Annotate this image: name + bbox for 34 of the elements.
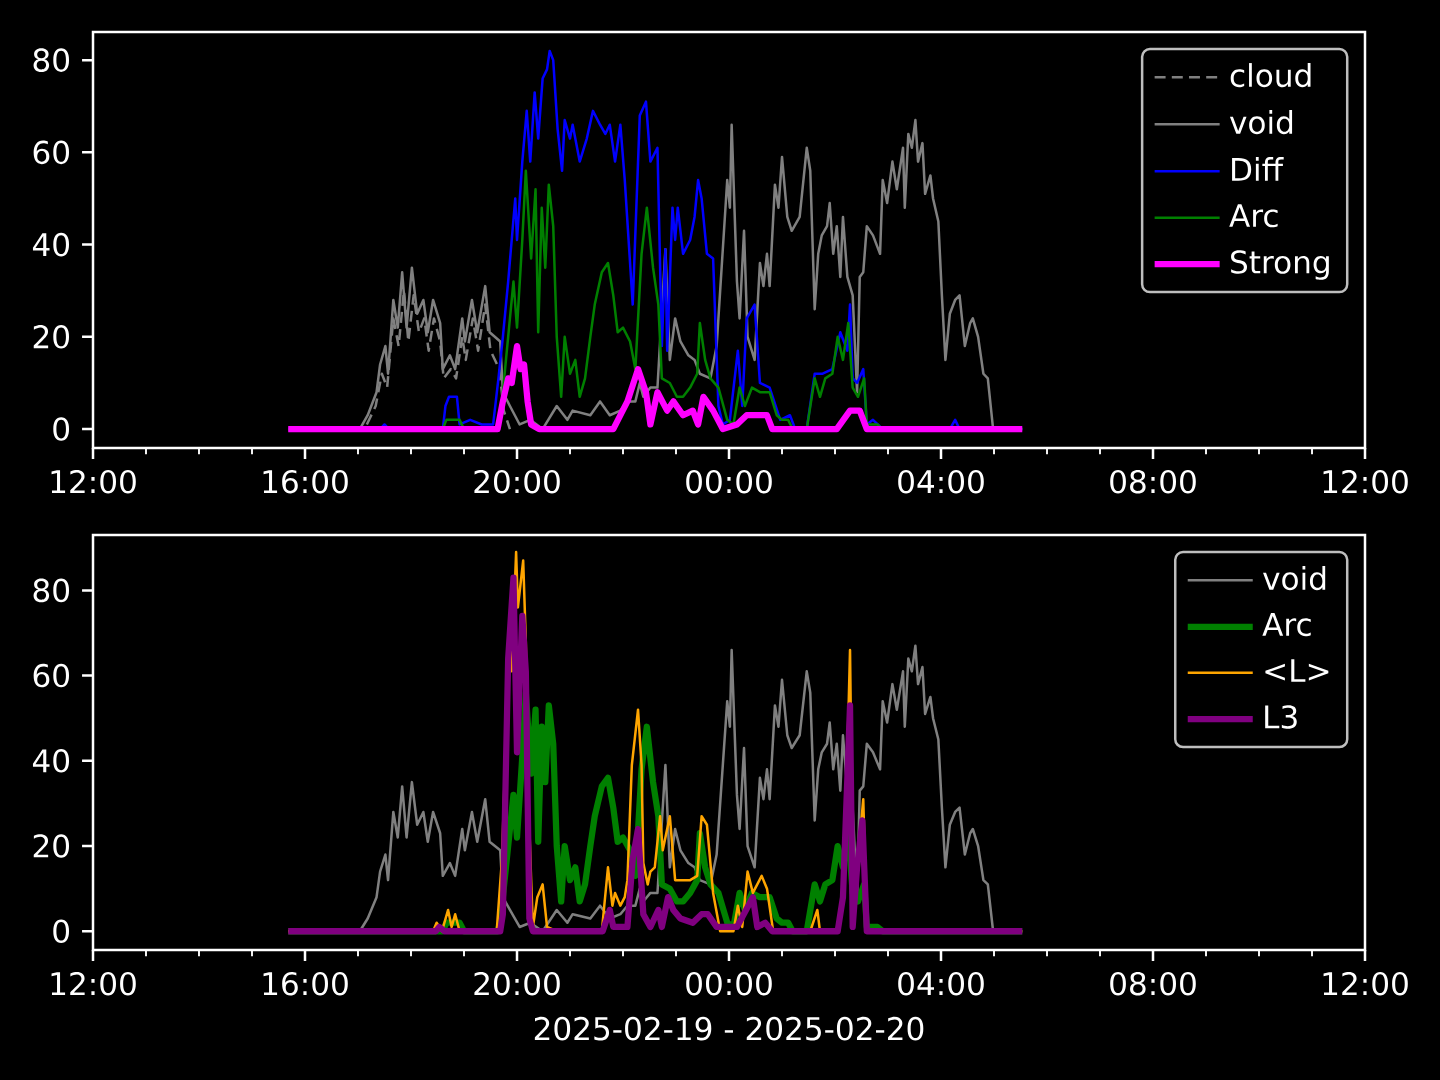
legend-label: void bbox=[1263, 566, 1326, 591]
legend-label: void bbox=[1229, 110, 1293, 135]
x-tick-label: 12:00 bbox=[51, 971, 136, 996]
x-tick-label: 12:00 bbox=[1323, 971, 1408, 996]
y-tick-label: 20 bbox=[33, 325, 70, 349]
x-axis-title: 2025-02-19 - 2025-02-20 bbox=[534, 1016, 924, 1041]
legend-label: cloud bbox=[1230, 63, 1311, 88]
y-tick-label: 60 bbox=[33, 663, 70, 688]
y-tick-label: 40 bbox=[32, 232, 70, 257]
x-tick-label: 16:00 bbox=[263, 971, 348, 996]
y-tick-label: 0 bbox=[53, 417, 70, 441]
x-tick-label: 12:00 bbox=[1323, 469, 1408, 494]
y-tick-label: 0 bbox=[53, 919, 70, 944]
x-tick-label: 20:00 bbox=[474, 469, 560, 494]
y-tick-label: 80 bbox=[33, 578, 70, 603]
legend-label: Arc bbox=[1229, 204, 1278, 228]
y-tick-label: 20 bbox=[33, 834, 70, 858]
y-tick-label: 40 bbox=[32, 749, 70, 773]
x-tick-label: 08:00 bbox=[1110, 469, 1196, 494]
y-tick-label: 80 bbox=[33, 48, 70, 72]
x-tick-label: 16:00 bbox=[263, 469, 348, 494]
x-tick-label: 20:00 bbox=[474, 971, 560, 996]
legend-label: L3 bbox=[1265, 705, 1297, 729]
x-tick-label: 08:00 bbox=[1110, 971, 1196, 996]
x-tick-label: 00:00 bbox=[686, 971, 772, 996]
legend-label: Arc bbox=[1262, 613, 1311, 637]
x-tick-label: 00:00 bbox=[686, 469, 772, 494]
x-tick-label: 12:00 bbox=[51, 469, 136, 494]
x-tick-label: 04:00 bbox=[898, 469, 984, 494]
legend-label: Strong bbox=[1231, 250, 1329, 280]
legend-label: Diff bbox=[1232, 157, 1284, 181]
y-tick-label: 60 bbox=[33, 140, 70, 165]
legend-label: <L> bbox=[1265, 659, 1329, 682]
x-tick-label: 04:00 bbox=[898, 971, 984, 996]
